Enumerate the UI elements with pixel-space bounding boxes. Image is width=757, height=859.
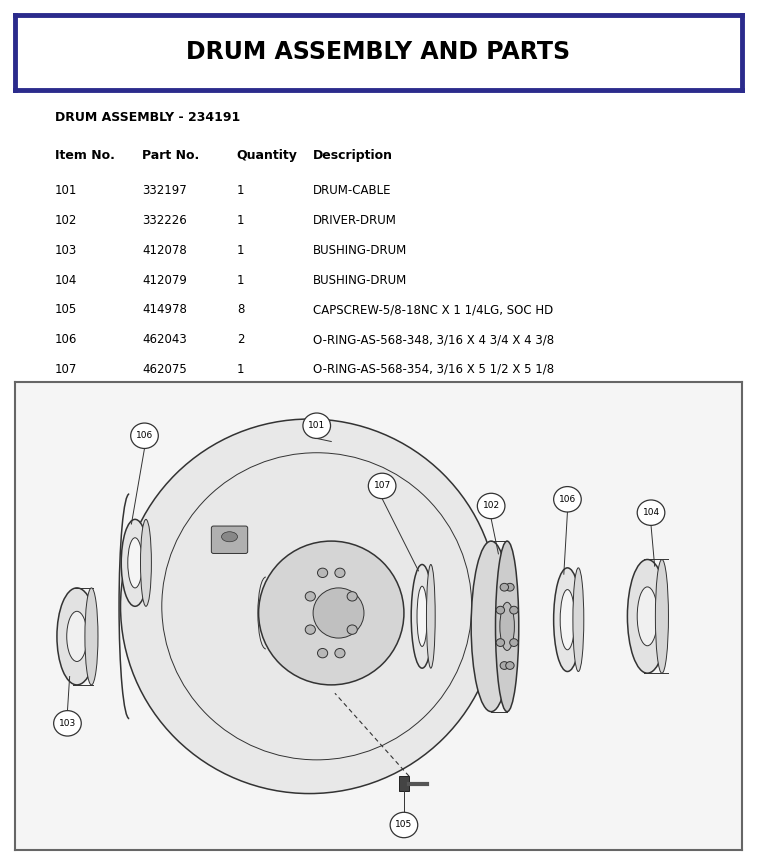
Text: 101: 101 — [55, 185, 77, 198]
Text: 107: 107 — [373, 481, 391, 490]
Circle shape — [131, 423, 158, 448]
Text: 106: 106 — [55, 333, 77, 346]
Text: 101: 101 — [308, 421, 326, 430]
Text: 414978: 414978 — [142, 303, 187, 316]
Circle shape — [54, 710, 81, 736]
Circle shape — [478, 493, 505, 519]
Circle shape — [347, 625, 357, 634]
Ellipse shape — [411, 564, 433, 668]
Ellipse shape — [560, 589, 575, 649]
Text: 102: 102 — [55, 214, 77, 227]
Ellipse shape — [128, 538, 142, 588]
Text: Description: Description — [313, 149, 393, 162]
Text: 1: 1 — [237, 273, 245, 287]
Text: 105: 105 — [395, 820, 413, 830]
Text: DRUM-CABLE: DRUM-CABLE — [313, 185, 391, 198]
Circle shape — [553, 486, 581, 512]
Circle shape — [317, 568, 328, 577]
Circle shape — [303, 413, 331, 438]
Text: DRUM ASSEMBLY AND PARTS: DRUM ASSEMBLY AND PARTS — [186, 40, 571, 64]
Text: 462075: 462075 — [142, 362, 187, 376]
Text: 332197: 332197 — [142, 185, 187, 198]
Ellipse shape — [222, 532, 238, 542]
Text: 412079: 412079 — [142, 273, 187, 287]
Text: 104: 104 — [55, 273, 77, 287]
Text: 102: 102 — [482, 502, 500, 510]
Circle shape — [305, 625, 316, 634]
Circle shape — [335, 568, 345, 577]
Text: 104: 104 — [643, 509, 659, 517]
FancyBboxPatch shape — [399, 777, 409, 791]
FancyBboxPatch shape — [211, 526, 248, 553]
Text: 103: 103 — [59, 719, 76, 728]
Text: O-RING-AS-568-348, 3/16 X 4 3/4 X 4 3/8: O-RING-AS-568-348, 3/16 X 4 3/4 X 4 3/8 — [313, 333, 554, 346]
Circle shape — [506, 661, 514, 669]
Ellipse shape — [57, 588, 97, 685]
Text: Item No.: Item No. — [55, 149, 115, 162]
Text: 103: 103 — [55, 244, 77, 257]
Text: Part No.: Part No. — [142, 149, 200, 162]
Ellipse shape — [120, 419, 498, 794]
Ellipse shape — [259, 541, 404, 685]
Text: DRUM ASSEMBLY - 234191: DRUM ASSEMBLY - 234191 — [55, 111, 241, 125]
Ellipse shape — [121, 520, 149, 606]
Circle shape — [390, 813, 418, 838]
Ellipse shape — [496, 541, 519, 711]
Ellipse shape — [471, 541, 511, 711]
Text: 462043: 462043 — [142, 333, 187, 346]
Circle shape — [637, 500, 665, 526]
Text: 2: 2 — [237, 333, 245, 346]
Ellipse shape — [426, 564, 435, 668]
Circle shape — [506, 583, 514, 591]
Circle shape — [335, 649, 345, 658]
Text: 1: 1 — [237, 244, 245, 257]
Text: 1: 1 — [237, 185, 245, 198]
Ellipse shape — [313, 588, 364, 638]
Text: 8: 8 — [237, 303, 245, 316]
Text: 1: 1 — [237, 362, 245, 376]
Text: CAPSCREW-5/8-18NC X 1 1/4LG, SOC HD: CAPSCREW-5/8-18NC X 1 1/4LG, SOC HD — [313, 303, 553, 316]
Circle shape — [500, 661, 509, 669]
Text: 412078: 412078 — [142, 244, 187, 257]
Circle shape — [500, 583, 509, 591]
Text: 105: 105 — [55, 303, 77, 316]
Circle shape — [496, 639, 505, 647]
Text: 107: 107 — [55, 362, 77, 376]
Ellipse shape — [85, 588, 98, 685]
Ellipse shape — [67, 612, 87, 661]
Ellipse shape — [553, 568, 581, 672]
Ellipse shape — [637, 587, 658, 646]
Circle shape — [305, 592, 316, 601]
Ellipse shape — [500, 602, 515, 650]
Text: BUSHING-DRUM: BUSHING-DRUM — [313, 244, 407, 257]
Circle shape — [496, 606, 505, 614]
Text: 1: 1 — [237, 214, 245, 227]
Ellipse shape — [656, 559, 668, 673]
Text: DRIVER-DRUM: DRIVER-DRUM — [313, 214, 397, 227]
Ellipse shape — [141, 520, 151, 606]
Circle shape — [509, 606, 518, 614]
Text: 106: 106 — [136, 431, 153, 441]
Text: Quantity: Quantity — [237, 149, 298, 162]
Ellipse shape — [628, 559, 668, 673]
Text: BUSHING-DRUM: BUSHING-DRUM — [313, 273, 407, 287]
Circle shape — [347, 592, 357, 601]
Text: 106: 106 — [559, 495, 576, 503]
Circle shape — [317, 649, 328, 658]
Circle shape — [369, 473, 396, 498]
Ellipse shape — [417, 586, 427, 647]
Ellipse shape — [573, 568, 584, 672]
Circle shape — [509, 639, 518, 647]
Text: O-RING-AS-568-354, 3/16 X 5 1/2 X 5 1/8: O-RING-AS-568-354, 3/16 X 5 1/2 X 5 1/8 — [313, 362, 554, 376]
Text: 332226: 332226 — [142, 214, 187, 227]
